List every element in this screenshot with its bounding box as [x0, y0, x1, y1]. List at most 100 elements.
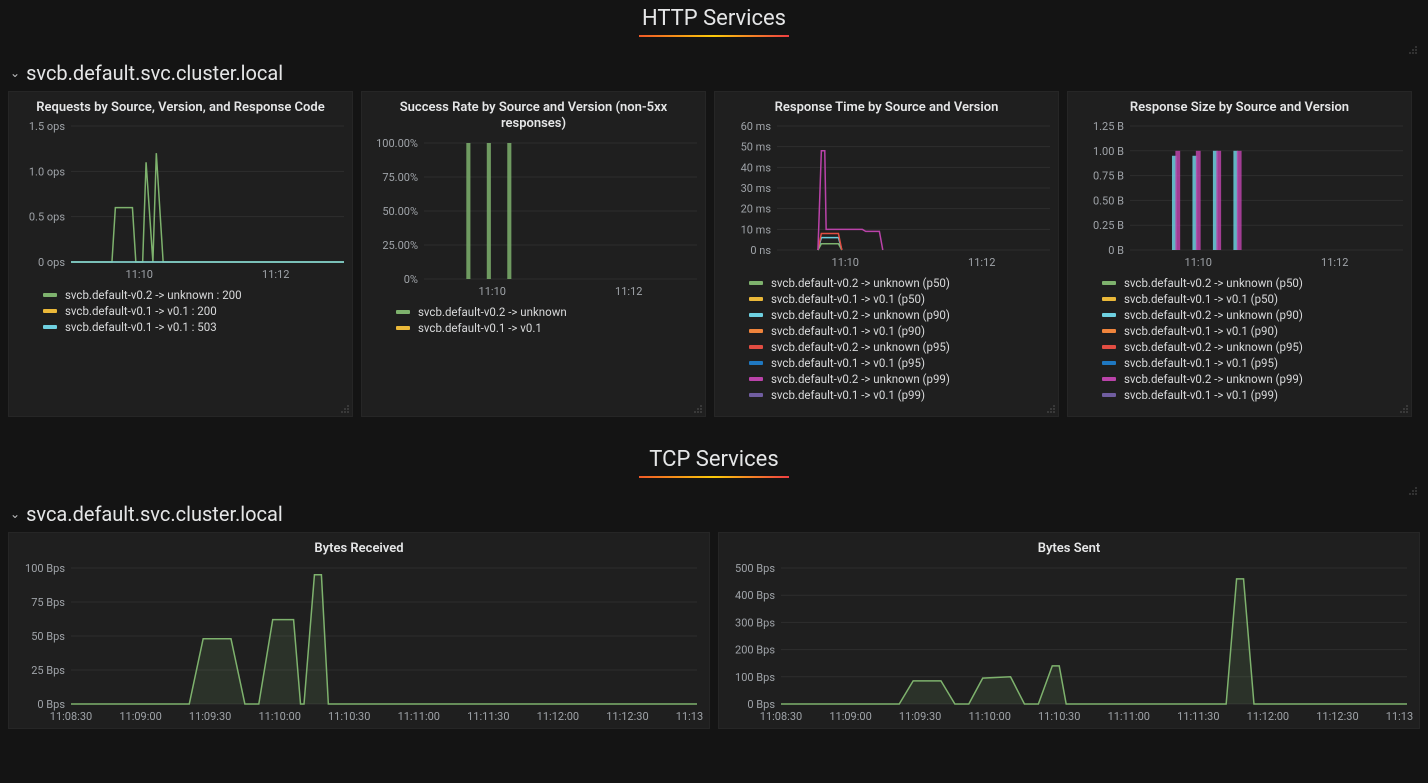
- chart-success[interactable]: 0%25.00%50.00%75.00%100.00%11:1011:12: [366, 139, 703, 299]
- svg-text:500 Bps: 500 Bps: [735, 564, 775, 575]
- svg-text:1.25 B: 1.25 B: [1093, 122, 1124, 133]
- legend-label: svcb.default-v0.1 -> v0.1 (p99): [771, 388, 925, 402]
- svg-text:11:10: 11:10: [479, 285, 506, 298]
- svg-text:25 Bps: 25 Bps: [31, 664, 65, 677]
- svg-text:11:10:30: 11:10:30: [1038, 710, 1080, 723]
- panel-response-size[interactable]: Response Size by Source and Version 0 B0…: [1067, 91, 1412, 417]
- legend-item[interactable]: svcb.default-v0.2 -> unknown (p95): [1102, 340, 1401, 354]
- svg-text:11:08:30: 11:08:30: [760, 710, 802, 723]
- svg-text:11:13:00: 11:13:00: [1386, 710, 1413, 723]
- legend-swatch: [1102, 329, 1116, 333]
- svg-text:100 Bps: 100 Bps: [25, 564, 65, 575]
- legend-swatch: [43, 293, 57, 297]
- legend-item[interactable]: svcb.default-v0.1 -> v0.1 (p95): [749, 356, 1048, 370]
- svg-text:11:12: 11:12: [1321, 256, 1348, 269]
- legend-item[interactable]: svcb.default-v0.1 -> v0.1 : 503: [43, 320, 342, 334]
- panel-resize-handle[interactable]: [1397, 402, 1411, 416]
- legend-item[interactable]: svcb.default-v0.2 -> unknown (p90): [1102, 308, 1401, 322]
- legend-item[interactable]: svcb.default-v0.1 -> v0.1 (p99): [1102, 388, 1401, 402]
- legend-item[interactable]: svcb.default-v0.2 -> unknown: [396, 305, 695, 319]
- panel-title: Success Rate by Source and Version (non-…: [366, 98, 701, 139]
- legend-item[interactable]: svcb.default-v0.1 -> v0.1 (p50): [1102, 292, 1401, 306]
- panel-resize-handle[interactable]: [1044, 402, 1058, 416]
- svg-text:0 ops: 0 ops: [38, 256, 65, 269]
- legend-requests: svcb.default-v0.2 -> unknown : 200 svcb.d…: [13, 282, 348, 344]
- svg-text:11:12: 11:12: [968, 256, 995, 269]
- legend-label: svcb.default-v0.2 -> unknown : 200: [65, 288, 242, 302]
- legend-response-size: svcb.default-v0.2 -> unknown (p50) svcb.d…: [1072, 270, 1407, 412]
- legend-item[interactable]: svcb.default-v0.2 -> unknown (p50): [1102, 276, 1401, 290]
- legend-item[interactable]: svcb.default-v0.2 -> unknown (p99): [1102, 372, 1401, 386]
- legend-swatch: [749, 313, 763, 317]
- svg-text:75.00%: 75.00%: [382, 171, 418, 184]
- svg-text:11:09:00: 11:09:00: [829, 710, 871, 723]
- legend-item[interactable]: svcb.default-v0.2 -> unknown (p95): [749, 340, 1048, 354]
- legend-item[interactable]: svcb.default-v0.1 -> v0.1 : 200: [43, 304, 342, 318]
- chart-bytes-sent[interactable]: 0 Bps100 Bps200 Bps300 Bps400 Bps500 Bps…: [723, 564, 1413, 724]
- svg-text:60 ms: 60 ms: [741, 122, 772, 133]
- svg-text:11:12: 11:12: [262, 268, 289, 281]
- svg-text:25.00%: 25.00%: [382, 239, 418, 252]
- svg-text:11:13:00: 11:13:00: [676, 710, 703, 723]
- svg-text:11:11:30: 11:11:30: [467, 710, 509, 723]
- legend-item[interactable]: svcb.default-v0.2 -> unknown (p90): [749, 308, 1048, 322]
- section-title-http: HTTP Services: [8, 0, 1420, 39]
- panel-response-time[interactable]: Response Time by Source and Version 0 ns…: [714, 91, 1059, 417]
- legend-label: svcb.default-v0.1 -> v0.1 (p50): [1124, 292, 1278, 306]
- legend-item[interactable]: svcb.default-v0.1 -> v0.1 (p50): [749, 292, 1048, 306]
- svg-text:0.25 B: 0.25 B: [1093, 219, 1124, 232]
- chart-response-time[interactable]: 0 ns10 ms20 ms30 ms40 ms50 ms60 ms11:101…: [719, 122, 1056, 270]
- panel-success[interactable]: Success Rate by Source and Version (non-…: [361, 91, 706, 417]
- svcb-panels: Requests by Source, Version, and Respons…: [8, 91, 1420, 417]
- legend-label: svcb.default-v0.1 -> v0.1 (p95): [1124, 356, 1278, 370]
- legend-label: svcb.default-v0.1 -> v0.1 : 503: [65, 320, 217, 334]
- legend-label: svcb.default-v0.1 -> v0.1 (p90): [1124, 324, 1278, 338]
- row-title: svca.default.svc.cluster.local: [26, 502, 283, 526]
- legend-swatch: [396, 326, 410, 330]
- legend-item[interactable]: svcb.default-v0.1 -> v0.1 (p95): [1102, 356, 1401, 370]
- legend-item[interactable]: svcb.default-v0.1 -> v0.1 (p99): [749, 388, 1048, 402]
- legend-item[interactable]: svcb.default-v0.1 -> v0.1 (p90): [749, 324, 1048, 338]
- legend-label: svcb.default-v0.2 -> unknown (p99): [771, 372, 950, 386]
- legend-swatch: [749, 345, 763, 349]
- panel-requests[interactable]: Requests by Source, Version, and Respons…: [8, 91, 353, 417]
- legend-swatch: [749, 361, 763, 365]
- legend-label: svcb.default-v0.2 -> unknown (p95): [771, 340, 950, 354]
- chart-response-size[interactable]: 0 B0.25 B0.50 B0.75 B1.00 B1.25 B11:1011…: [1072, 122, 1409, 270]
- panel-bytes-received[interactable]: Bytes Received 0 Bps25 Bps50 Bps75 Bps10…: [8, 532, 710, 728]
- svg-text:0 B: 0 B: [1108, 244, 1124, 257]
- panel-title: Bytes Sent: [723, 539, 1415, 563]
- row-resize-handle[interactable]: [8, 39, 1420, 57]
- legend-swatch: [749, 377, 763, 381]
- legend-item[interactable]: svcb.default-v0.2 -> unknown : 200: [43, 288, 342, 302]
- legend-label: svcb.default-v0.1 -> v0.1 (p50): [771, 292, 925, 306]
- row-header-svcb[interactable]: ⌄ svcb.default.svc.cluster.local: [8, 57, 1420, 91]
- legend-item[interactable]: svcb.default-v0.1 -> v0.1: [396, 321, 695, 335]
- svg-text:11:12:00: 11:12:00: [537, 710, 579, 723]
- row-header-svca[interactable]: ⌄ svca.default.svc.cluster.local: [8, 498, 1420, 532]
- svg-text:11:10: 11:10: [1185, 256, 1212, 269]
- svg-text:11:09:30: 11:09:30: [899, 710, 941, 723]
- legend-item[interactable]: svcb.default-v0.2 -> unknown (p50): [749, 276, 1048, 290]
- legend-label: svcb.default-v0.1 -> v0.1 (p99): [1124, 388, 1278, 402]
- legend-label: svcb.default-v0.2 -> unknown (p90): [1124, 308, 1303, 322]
- chart-requests[interactable]: 0 ops0.5 ops1.0 ops1.5 ops11:1011:12: [13, 122, 350, 282]
- legend-item[interactable]: svcb.default-v0.2 -> unknown (p99): [749, 372, 1048, 386]
- panel-bytes-sent[interactable]: Bytes Sent 0 Bps100 Bps200 Bps300 Bps400…: [718, 532, 1420, 728]
- legend-label: svcb.default-v0.2 -> unknown (p50): [1124, 276, 1303, 290]
- svg-text:11:11:00: 11:11:00: [1108, 710, 1150, 723]
- chart-bytes-received[interactable]: 0 Bps25 Bps50 Bps75 Bps100 Bps11:08:3011…: [13, 564, 703, 724]
- svg-text:11:09:00: 11:09:00: [119, 710, 161, 723]
- legend-label: svcb.default-v0.2 -> unknown (p90): [771, 308, 950, 322]
- svg-text:10 ms: 10 ms: [741, 224, 772, 237]
- panel-resize-handle[interactable]: [338, 402, 352, 416]
- svg-text:11:10:00: 11:10:00: [968, 710, 1010, 723]
- svg-text:100 Bps: 100 Bps: [735, 670, 775, 683]
- svg-text:11:12:30: 11:12:30: [1316, 710, 1358, 723]
- svg-text:50 ms: 50 ms: [741, 141, 772, 154]
- row-resize-handle[interactable]: [8, 480, 1420, 498]
- panel-resize-handle[interactable]: [691, 402, 705, 416]
- legend-item[interactable]: svcb.default-v0.1 -> v0.1 (p90): [1102, 324, 1401, 338]
- panel-title: Requests by Source, Version, and Respons…: [13, 98, 348, 122]
- legend-label: svcb.default-v0.1 -> v0.1 : 200: [65, 304, 217, 318]
